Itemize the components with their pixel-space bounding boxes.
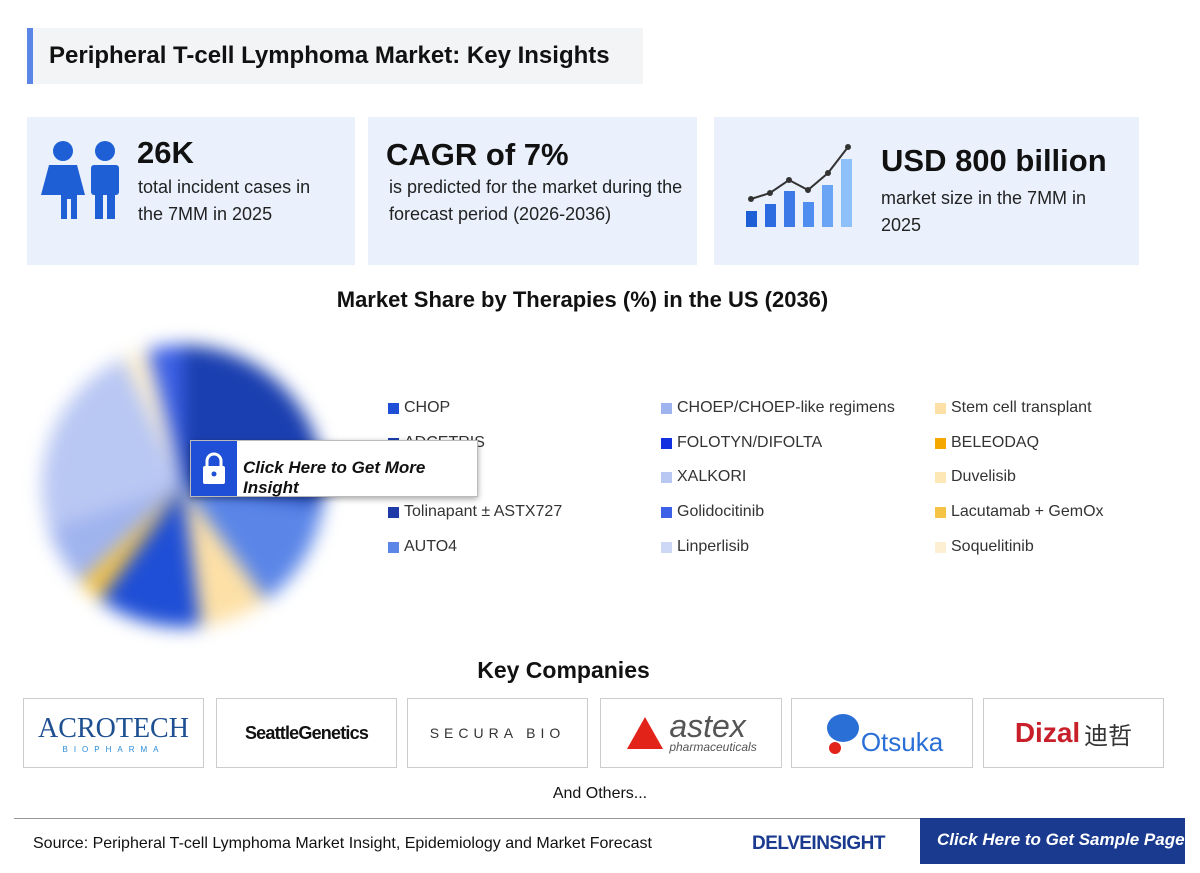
stat-value: USD 800 billion (881, 143, 1107, 178)
cta-text[interactable]: Click Here to Get Sample Page (937, 830, 1185, 849)
insight-button[interactable]: Click Here to Get More Insight (190, 440, 478, 497)
logo-name: SECURA BIO (429, 725, 566, 741)
legend-label: CHOEP/CHOEP-like regimens (677, 399, 895, 416)
others-text: And Others... (552, 785, 648, 802)
legend-swatch (661, 437, 672, 449)
legend-label: Tolinapant ± ASTX727 (404, 503, 563, 520)
legend-swatch (388, 402, 399, 414)
legend-item: Stem cell transplant (935, 399, 1092, 417)
legend-item: Duvelisib (935, 468, 1016, 486)
legend-label: Soquelitinib (951, 538, 1034, 555)
legend-item: CHOEP/CHOEP-like regimens (661, 399, 895, 417)
cta-button[interactable]: Click Here to Get Sample Page (920, 818, 1185, 864)
legend-item: Linperlisib (661, 538, 749, 556)
legend-label: CHOP (404, 399, 451, 416)
legend-item: Lacutamab + GemOx (935, 503, 1104, 521)
logo-name: astex (669, 708, 746, 744)
legend-swatch (388, 506, 399, 518)
legend-item: Golidocitinib (661, 503, 764, 521)
legend-swatch (935, 437, 946, 449)
lock-icon (191, 441, 237, 496)
company-logo: SeattleGenetics (216, 698, 397, 768)
legend-label: Golidocitinib (677, 503, 765, 520)
insight-text[interactable]: Click Here to Get More Insight (243, 458, 426, 497)
brand-logo: DELVEINSIGHT (752, 833, 886, 854)
legend-swatch (935, 471, 946, 483)
footer-rule (14, 818, 920, 819)
legend-swatch (935, 402, 946, 414)
legend-swatch (935, 541, 946, 553)
legend-swatch (935, 506, 946, 518)
growth-icon (746, 144, 852, 227)
logo-sub: pharmaceuticals (669, 740, 757, 754)
stat-card: 26K total incident cases in the 7MM in 2… (27, 117, 355, 265)
logo-name: ACROTECH (38, 712, 189, 744)
logo-sub: 迪哲 (1084, 722, 1133, 750)
legend-item: CHOP (388, 399, 450, 417)
legend-label: Stem cell transplant (951, 399, 1092, 416)
logo-name: Otsuka (860, 726, 944, 757)
chart-title: Market Share by Therapies (%) in the US … (336, 287, 829, 312)
legend-item: Soquelitinib (935, 538, 1034, 556)
stat-value: CAGR of 7% (386, 137, 569, 172)
logo-name: Dizal (1014, 717, 1081, 748)
otsuka-mark (826, 714, 859, 754)
legend-label: Lacutamab + GemOx (951, 503, 1104, 520)
legend-swatch (661, 402, 672, 414)
stat-value: 26K (137, 135, 194, 170)
legend-swatch (388, 541, 399, 553)
logo-sub: BIOPHARMA (62, 744, 165, 754)
astex-mark (627, 717, 664, 749)
stat-card: USD 800 billion market size in the 7MM i… (714, 117, 1139, 265)
stat-text: is predicted for the market during the f… (389, 177, 683, 224)
company-logo: ACROTECH BIOPHARMA (23, 698, 204, 768)
company-logo: Dizal 迪哲 (983, 698, 1164, 768)
legend-item: XALKORI (661, 468, 746, 486)
company-logo: Otsuka (791, 698, 973, 768)
legend-item: Tolinapant ± ASTX727 (388, 503, 562, 521)
legend-label: XALKORI (677, 468, 747, 485)
legend-swatch (661, 506, 672, 518)
people-icon (41, 141, 119, 219)
company-logo: astex pharmaceuticals (600, 698, 782, 768)
legend-item: FOLOTYN/DIFOLTA (661, 434, 822, 452)
stat-text: market size in the 7MM in 2025 (881, 188, 1087, 235)
header-title: Peripheral T-cell Lymphoma Market: Key I… (49, 42, 610, 69)
stat-text: total incident cases in the 7MM in 2025 (138, 177, 311, 224)
legend-label: Duvelisib (951, 468, 1016, 485)
companies-title: Key Companies (477, 657, 650, 683)
legend-label: AUTO4 (404, 538, 458, 555)
legend-label: BELEODAQ (951, 434, 1040, 451)
legend-item: BELEODAQ (935, 434, 1039, 452)
legend-swatch (661, 471, 672, 483)
legend-label: FOLOTYN/DIFOLTA (677, 434, 823, 451)
legend-swatch (661, 541, 672, 553)
company-logo: SECURA BIO (407, 698, 588, 768)
legend-item: AUTO4 (388, 538, 457, 556)
source-text: Source: Peripheral T-cell Lymphoma Marke… (33, 835, 652, 852)
legend-label: Linperlisib (677, 538, 750, 555)
stat-card: CAGR of 7% is predicted for the market d… (368, 117, 697, 265)
logo-name: SeattleGenetics (244, 722, 369, 743)
header: Peripheral T-cell Lymphoma Market: Key I… (27, 28, 643, 84)
